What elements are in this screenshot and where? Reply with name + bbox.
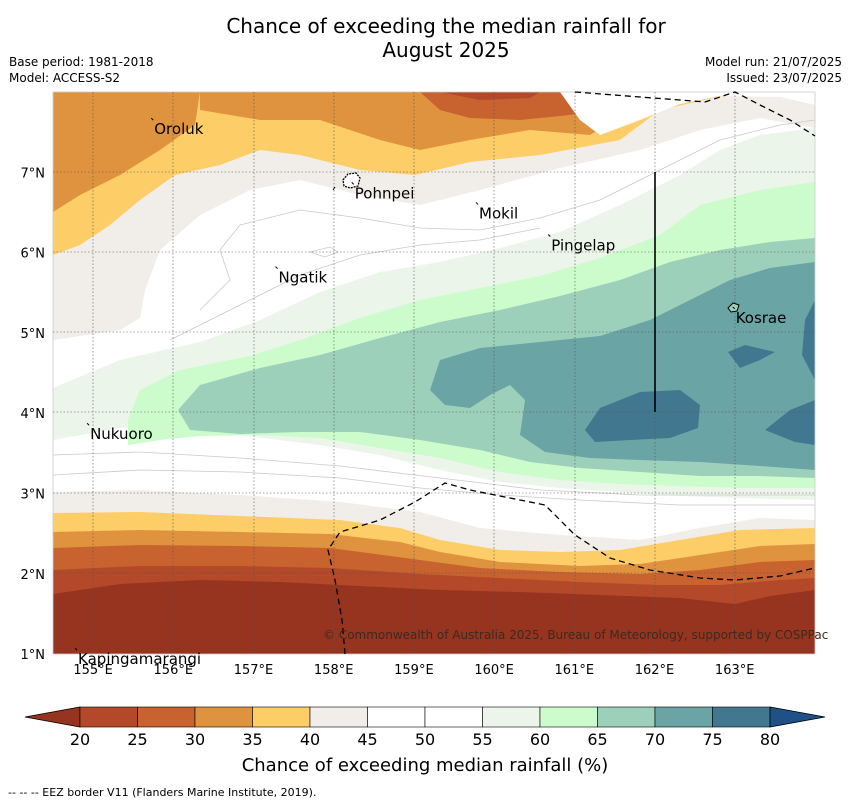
colorbar-tick-label: 45: [357, 730, 377, 749]
place-labels: Oroluk Pohnpei Mokil Pingelap Ngatik Kosrae Nu…: [74, 117, 787, 668]
base-period: Base period: 1981-2018: [9, 55, 154, 69]
colorbar-tick-label: 75: [702, 730, 722, 749]
lat-tick-label: 2°N: [21, 568, 46, 583]
colorbar-tick-label: 80: [760, 730, 780, 749]
title-line-1: Chance of exceeding the median rainfall …: [226, 14, 666, 38]
lon-tick-label: 156°E: [154, 663, 194, 678]
colorbar-tick-label: 25: [127, 730, 147, 749]
place-marker: [351, 181, 355, 185]
colorbar-tick-label: 60: [530, 730, 550, 749]
colorbar-tick-label: 40: [300, 730, 320, 749]
lat-tick-label: 4°N: [21, 407, 46, 422]
eez-border: [327, 91, 816, 655]
band-north-30-35: [53, 92, 815, 212]
colorbar-swatch: [194, 706, 253, 728]
lon-tick-label: 163°E: [715, 663, 755, 678]
latitude-ticks: 7°N 6°N 5°N 4°N 3°N 2°N 1°N: [21, 166, 46, 663]
band-south-under-20: [53, 580, 815, 654]
colorbar: 20 25 30 35 40 45 50 55 60 65 70 75 80: [24, 706, 826, 749]
copyright-notice: © Commonwealth of Australia 2025, Bureau…: [323, 628, 829, 642]
place-marker: [150, 117, 154, 121]
band-north-20-25: [440, 92, 540, 100]
issued-date: Issued: 23/07/2025: [726, 71, 842, 85]
colorbar-swatch: [597, 706, 656, 728]
colorbar-swatch: [309, 706, 368, 728]
lon-tick-label: 162°E: [635, 663, 675, 678]
eez-footnote: -- -- -- EEZ border V11 (Flanders Marine…: [8, 786, 317, 799]
colorbar-over-triangle: [769, 706, 826, 728]
colorbar-tick-label: 70: [645, 730, 665, 749]
colorbar-tick-label: 35: [242, 730, 262, 749]
lat-tick-label: 3°N: [21, 488, 46, 503]
colorbar-tick-label: 50: [415, 730, 435, 749]
colorbar-tick-label: 55: [472, 730, 492, 749]
colorbar-tick-label: 30: [185, 730, 205, 749]
colorbar-swatch: [137, 706, 196, 728]
lon-tick-label: 159°E: [394, 663, 434, 678]
band-wet-75-80-c: [802, 300, 815, 380]
longitude-ticks: 155°E 156°E 157°E 158°E 159°E 160°E 161°E 162°E…: [73, 663, 754, 678]
place-label-pohnpei: Pohnpei: [355, 184, 415, 202]
band-wet-75-80-d: [765, 400, 815, 445]
place-marker: [74, 647, 78, 651]
colorbar-swatch: [482, 706, 541, 728]
colorbar-tick-label: 65: [587, 730, 607, 749]
place-label-oroluk: Oroluk: [154, 120, 203, 138]
place-marker: [86, 422, 90, 426]
place-label-kapingamarangi: Kapingamarangi: [78, 650, 201, 668]
model-run: Model run: 21/07/2025: [704, 55, 842, 69]
map-frame: [52, 91, 816, 655]
band-north-white-tail: [560, 92, 815, 135]
pohnpei-island: [342, 172, 361, 189]
colorbar-swatch: [252, 706, 311, 728]
band-north-25-30: [420, 92, 600, 120]
lon-tick-label: 158°E: [314, 663, 354, 678]
colorbar-swatch: [712, 706, 771, 728]
colorbar-swatch: [79, 706, 138, 728]
map-title: Chance of exceeding the median rainfall …: [0, 14, 850, 62]
lon-tick-label: 155°E: [73, 663, 113, 678]
lon-tick-label: 157°E: [234, 663, 274, 678]
lon-tick-label: 160°E: [474, 663, 514, 678]
lat-tick-label: 1°N: [21, 648, 46, 663]
place-marker: [547, 234, 551, 237]
band-wet-70-75: [430, 262, 815, 470]
graticule: [53, 92, 815, 654]
colorbar-swatch: [367, 706, 426, 728]
title-line-2: August 2025: [382, 38, 510, 62]
colorbar-swatch: [539, 706, 598, 728]
colorbar-tick-label: 20: [70, 730, 90, 749]
place-label-mokil: Mokil: [479, 204, 518, 222]
contour-lines: [53, 119, 815, 506]
place-label-kosrae: Kosrae: [736, 309, 787, 327]
model-name: Model: ACCESS-S2: [9, 71, 121, 85]
place-marker: [475, 202, 479, 205]
colorbar-under-triangle: [24, 706, 81, 728]
lon-tick-label: 161°E: [555, 663, 595, 678]
place-label-ngatik: Ngatik: [279, 269, 328, 287]
islet-mark: [332, 186, 336, 191]
place-label-pingelap: Pingelap: [551, 237, 615, 255]
colorbar-label: Chance of exceeding median rainfall (%): [241, 755, 609, 776]
band-wet-75-80-b: [728, 345, 775, 368]
band-wet-75-80-a: [585, 390, 700, 442]
colorbar-swatch: [424, 706, 483, 728]
probability-field: [53, 92, 815, 654]
colorbar-swatch: [654, 706, 713, 728]
place-marker: [275, 266, 278, 270]
place-label-nukuoro: Nukuoro: [90, 425, 153, 443]
lat-tick-label: 5°N: [21, 327, 46, 342]
place-marker: [732, 306, 736, 310]
lat-tick-label: 6°N: [21, 247, 46, 262]
lat-tick-label: 7°N: [21, 166, 46, 181]
